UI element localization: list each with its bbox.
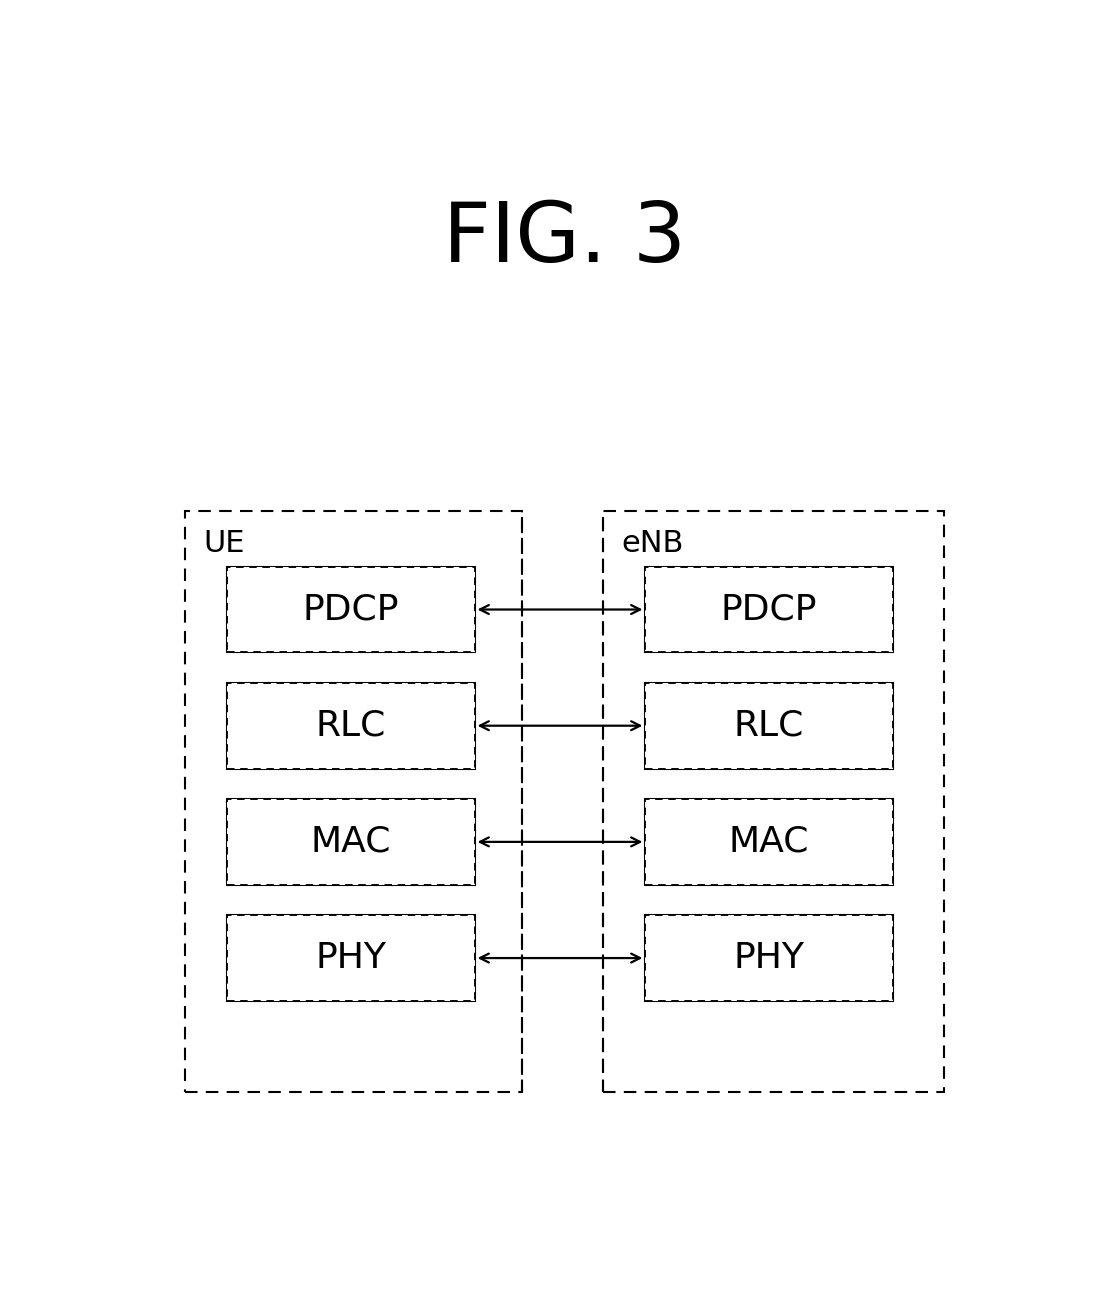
FancyBboxPatch shape [227,916,475,1001]
Text: MAC: MAC [310,825,391,859]
Text: PHY: PHY [733,941,805,975]
Text: MAC: MAC [729,825,809,859]
Text: FIG. 3: FIG. 3 [443,198,686,279]
FancyBboxPatch shape [645,916,893,1001]
FancyBboxPatch shape [227,799,475,884]
Text: PDCP: PDCP [303,593,400,627]
Text: PHY: PHY [316,941,386,975]
FancyBboxPatch shape [227,567,475,652]
FancyBboxPatch shape [645,916,893,1001]
Text: eNB: eNB [621,529,684,558]
Text: PDCP: PDCP [721,593,817,627]
FancyBboxPatch shape [227,799,475,884]
FancyBboxPatch shape [227,682,475,769]
FancyBboxPatch shape [227,682,475,769]
Text: UE: UE [204,529,244,558]
FancyBboxPatch shape [645,682,893,769]
FancyBboxPatch shape [645,682,893,769]
FancyBboxPatch shape [227,567,475,652]
FancyBboxPatch shape [645,567,893,652]
FancyBboxPatch shape [645,567,893,652]
FancyBboxPatch shape [645,799,893,884]
Text: RLC: RLC [734,708,804,743]
FancyBboxPatch shape [645,799,893,884]
FancyBboxPatch shape [227,916,475,1001]
Text: RLC: RLC [316,708,386,743]
